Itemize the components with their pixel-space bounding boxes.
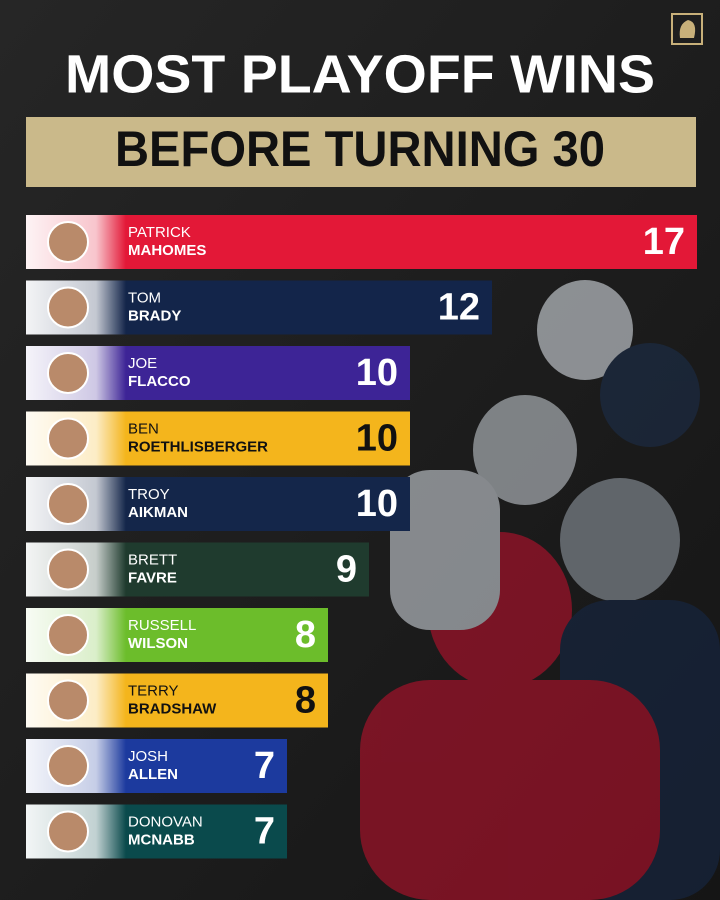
bar-row: BRETT FAVRE 9 (26, 542, 369, 597)
bar-row: PATRICK MAHOMES 17 (26, 215, 697, 269)
player-face (47, 286, 89, 329)
bar-row: RUSSELL WILSON 8 (26, 608, 328, 662)
last-name: MAHOMES (128, 242, 206, 259)
player-face (47, 548, 89, 591)
last-name: MCNABB (128, 832, 195, 849)
player-name: TERRY BRADSHAW (128, 683, 217, 718)
bar-row: JOSH ALLEN 7 (26, 739, 287, 793)
player-name: PATRICK MAHOMES (128, 224, 206, 259)
player-name: BEN ROETHLISBERGER (128, 421, 268, 456)
first-name: BEN (128, 421, 159, 438)
value-label: 17 (643, 221, 685, 263)
player-face (47, 614, 89, 656)
value-label: 7 (254, 811, 275, 853)
first-name: BRETT (128, 552, 177, 569)
chart-title: MOST PLAYOFF WINS (65, 44, 655, 104)
last-name: AIKMAN (128, 504, 188, 521)
first-name: TOM (128, 290, 161, 307)
player-name: JOE FLACCO (128, 355, 191, 390)
bar-row: DONOVAN MCNABB 7 (26, 804, 287, 859)
player-face (47, 483, 89, 525)
bar-row: TOM BRADY 12 (26, 280, 492, 335)
player-name: RUSSELL WILSON (128, 617, 196, 652)
player-collage (360, 280, 720, 900)
player-name: BRETT FAVRE (128, 552, 177, 587)
last-name: FAVRE (128, 570, 177, 587)
chart-subtitle: BEFORE TURNING 30 (115, 121, 605, 177)
value-label: 8 (295, 680, 316, 722)
bar-row: BEN ROETHLISBERGER 10 (26, 411, 410, 466)
value-label: 12 (438, 287, 480, 329)
last-name: BRADY (128, 308, 181, 325)
bar-row: TERRY BRADSHAW 8 (26, 673, 328, 728)
value-label: 10 (356, 418, 398, 460)
bar (26, 215, 697, 269)
first-name: TROY (128, 486, 170, 503)
subtitle-band (26, 117, 696, 187)
brand-logo (671, 13, 703, 45)
player-face (47, 221, 89, 263)
value-label: 7 (254, 745, 275, 787)
last-name: WILSON (128, 635, 188, 652)
last-name: ALLEN (128, 766, 178, 783)
first-name: RUSSELL (128, 617, 196, 634)
last-name: FLACCO (128, 373, 191, 390)
player-name: JOSH ALLEN (128, 748, 178, 783)
value-label: 8 (295, 614, 316, 656)
player-face (47, 810, 89, 853)
last-name: BRADSHAW (128, 701, 217, 718)
first-name: PATRICK (128, 224, 191, 241)
player-name: DONOVAN MCNABB (128, 814, 203, 849)
value-label: 10 (356, 352, 398, 394)
value-label: 9 (336, 549, 357, 591)
first-name: JOE (128, 355, 157, 372)
bar-row: JOE FLACCO 10 (26, 346, 410, 400)
player-face (47, 679, 89, 722)
first-name: DONOVAN (128, 814, 203, 831)
value-label: 10 (356, 483, 398, 525)
player-face (47, 352, 89, 394)
player-name: TOM BRADY (128, 290, 181, 325)
first-name: JOSH (128, 748, 168, 765)
first-name: TERRY (128, 683, 179, 700)
bar-row: TROY AIKMAN 10 (26, 477, 410, 531)
player-face (47, 417, 89, 460)
last-name: ROETHLISBERGER (128, 439, 268, 456)
player-name: TROY AIKMAN (128, 486, 188, 521)
player-face (47, 745, 89, 787)
